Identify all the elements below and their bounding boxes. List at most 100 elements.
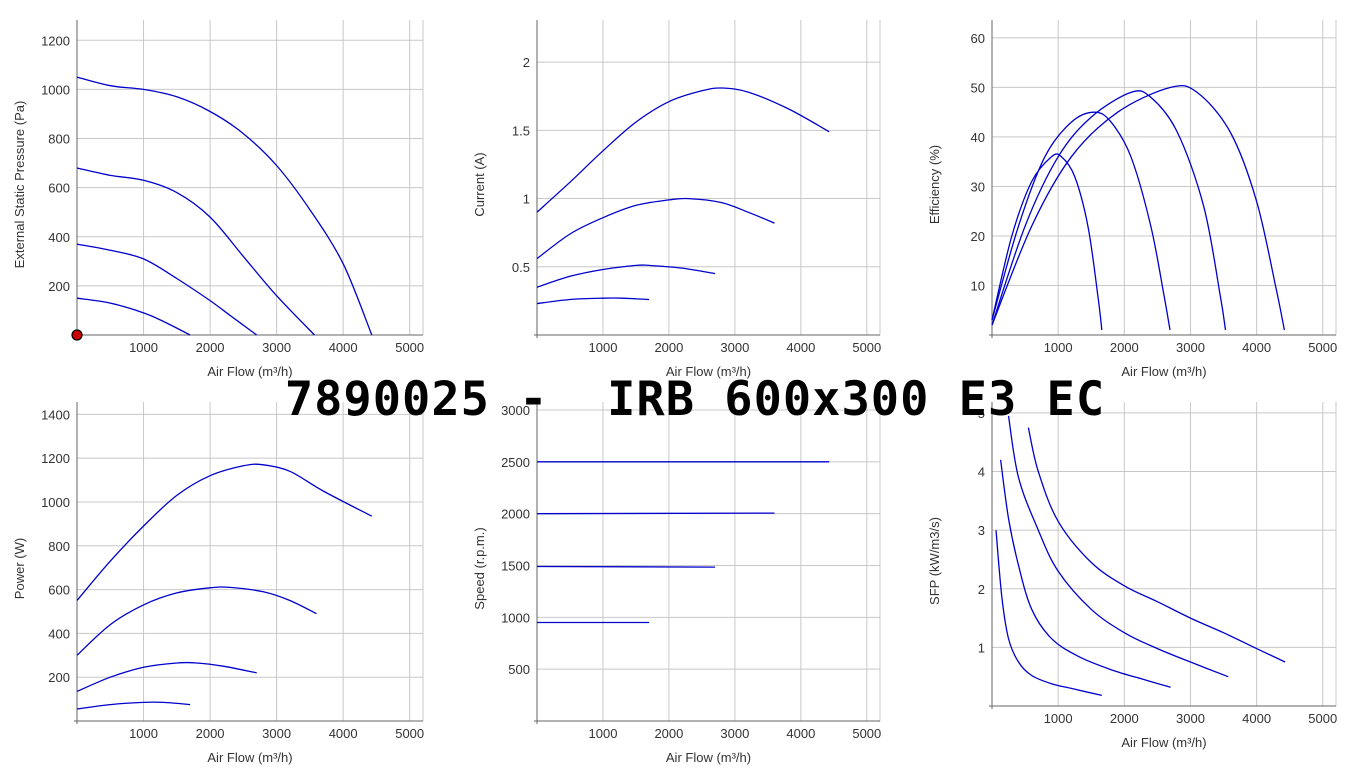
y-tick-label: 1000 xyxy=(501,610,530,625)
x-tick-label: 3000 xyxy=(262,340,291,355)
y-tick-label: 2 xyxy=(523,55,530,70)
x-axis-label: Air Flow (m³/h) xyxy=(1121,364,1206,379)
x-tick-label: 3000 xyxy=(262,726,291,741)
chart-efficiency: 1000 2000 3000 4000 5000 10 20 30 40 50 60 Air Flow… xyxy=(927,20,1337,379)
series-line xyxy=(76,297,191,336)
y-tick-label: 20 xyxy=(971,229,985,244)
y-tick-label: 3000 xyxy=(501,403,530,418)
y-axis-label: Speed (r.p.m.) xyxy=(472,527,487,609)
series-line xyxy=(76,701,191,710)
x-tick-label: 3000 xyxy=(1176,340,1205,355)
y-tick-label: 2 xyxy=(978,582,985,597)
x-tick-label: 5000 xyxy=(852,340,881,355)
x-tick-label: 3000 xyxy=(720,726,749,741)
y-tick-label: 200 xyxy=(48,279,70,294)
y-tick-label: 1 xyxy=(523,192,530,207)
x-tick-label: 5000 xyxy=(395,726,424,741)
x-axis-label: Air Flow (m³/h) xyxy=(207,364,292,379)
series-line xyxy=(1007,415,1229,678)
series-line xyxy=(991,111,1171,331)
x-tick-label: 4000 xyxy=(786,340,815,355)
y-axis-label: Power (W) xyxy=(12,538,27,599)
y-tick-label: 800 xyxy=(48,132,70,147)
y-tick-label: 1200 xyxy=(41,33,70,48)
x-tick-label: 2000 xyxy=(654,340,683,355)
y-tick-label: 2500 xyxy=(501,455,530,470)
x-tick-label: 2000 xyxy=(1110,711,1139,726)
series-line xyxy=(76,167,315,336)
y-tick-label: 600 xyxy=(48,583,70,598)
y-tick-label: 1 xyxy=(978,640,985,655)
x-tick-label: 2000 xyxy=(196,726,225,741)
x-tick-label: 4000 xyxy=(329,726,358,741)
y-axis-label: Efficiency (%) xyxy=(927,145,942,224)
y-tick-label: 60 xyxy=(971,31,985,46)
series-line xyxy=(536,297,650,305)
y-tick-label: 1200 xyxy=(41,451,70,466)
x-tick-label: 4000 xyxy=(1242,340,1271,355)
series-line xyxy=(536,264,716,288)
y-tick-label: 1000 xyxy=(41,495,70,510)
y-tick-label: 5 xyxy=(978,406,985,421)
x-tick-label: 4000 xyxy=(786,726,815,741)
y-tick-label: 1000 xyxy=(41,82,70,97)
y-tick-label: 30 xyxy=(971,179,985,194)
y-tick-label: 400 xyxy=(48,230,70,245)
y-tick-label: 800 xyxy=(48,539,70,554)
y-tick-label: 1400 xyxy=(41,407,70,422)
y-tick-label: 40 xyxy=(971,130,985,145)
x-tick-label: 3000 xyxy=(720,340,749,355)
chart-speed: 1000 2000 3000 4000 5000 500 1000 1500 2000 2500 3… xyxy=(472,402,881,765)
chart-pressure: 1000 2000 3000 4000 5000 200 400 600 800 1000 1200… xyxy=(12,20,424,379)
y-tick-label: 10 xyxy=(971,278,985,293)
series-line xyxy=(536,512,775,515)
series-line xyxy=(991,90,1227,331)
x-tick-label: 2000 xyxy=(654,726,683,741)
y-tick-label: 3 xyxy=(978,523,985,538)
series-line xyxy=(76,661,257,692)
x-tick-label: 1000 xyxy=(129,340,158,355)
x-axis-label: Air Flow (m³/h) xyxy=(666,364,751,379)
series-line xyxy=(1027,427,1286,663)
y-tick-label: 50 xyxy=(971,80,985,95)
x-tick-label: 1000 xyxy=(589,726,618,741)
chart-sfp: 1000 2000 3000 4000 5000 1 2 3 4 5 Air Flow (m³/h)… xyxy=(927,402,1337,750)
x-tick-label: 3000 xyxy=(1176,711,1205,726)
y-axis-label: Current (A) xyxy=(472,152,487,216)
series-line xyxy=(76,243,258,336)
x-tick-label: 1000 xyxy=(1044,340,1073,355)
x-axis-label: Air Flow (m³/h) xyxy=(666,750,751,765)
x-tick-label: 2000 xyxy=(196,340,225,355)
x-tick-label: 1000 xyxy=(129,726,158,741)
y-tick-label: 0.5 xyxy=(512,260,530,275)
y-tick-label: 500 xyxy=(508,662,530,677)
series-line xyxy=(76,463,373,601)
series-line xyxy=(76,76,373,336)
series-line xyxy=(991,153,1103,331)
y-axis-label: SFP (kW/m3/s) xyxy=(927,517,942,605)
x-tick-label: 1000 xyxy=(1044,711,1073,726)
y-tick-label: 400 xyxy=(48,626,70,641)
chart-current: 1000 2000 3000 4000 5000 0.5 1 1.5 2 Air Flow (m³… xyxy=(472,20,881,379)
chart-power: 1000 2000 3000 4000 5000 200 400 600 800 1000 1200… xyxy=(12,402,424,765)
x-axis-label: Air Flow (m³/h) xyxy=(1121,735,1206,750)
y-tick-label: 4 xyxy=(978,465,985,480)
x-tick-label: 5000 xyxy=(1308,711,1337,726)
x-tick-label: 5000 xyxy=(852,726,881,741)
y-tick-label: 1500 xyxy=(501,559,530,574)
series-line xyxy=(999,459,1171,688)
y-tick-label: 200 xyxy=(48,670,70,685)
x-tick-label: 4000 xyxy=(329,340,358,355)
x-tick-label: 5000 xyxy=(1308,340,1337,355)
operating-point-marker xyxy=(71,329,83,341)
x-tick-label: 4000 xyxy=(1242,711,1271,726)
y-tick-label: 2000 xyxy=(501,507,530,522)
series-line xyxy=(991,84,1286,331)
series-line xyxy=(536,565,716,568)
x-tick-label: 5000 xyxy=(395,340,424,355)
y-tick-label: 600 xyxy=(48,181,70,196)
series-line xyxy=(536,87,830,213)
y-tick-label: 1.5 xyxy=(512,123,530,138)
series-line xyxy=(536,197,775,260)
series-line xyxy=(76,586,317,656)
